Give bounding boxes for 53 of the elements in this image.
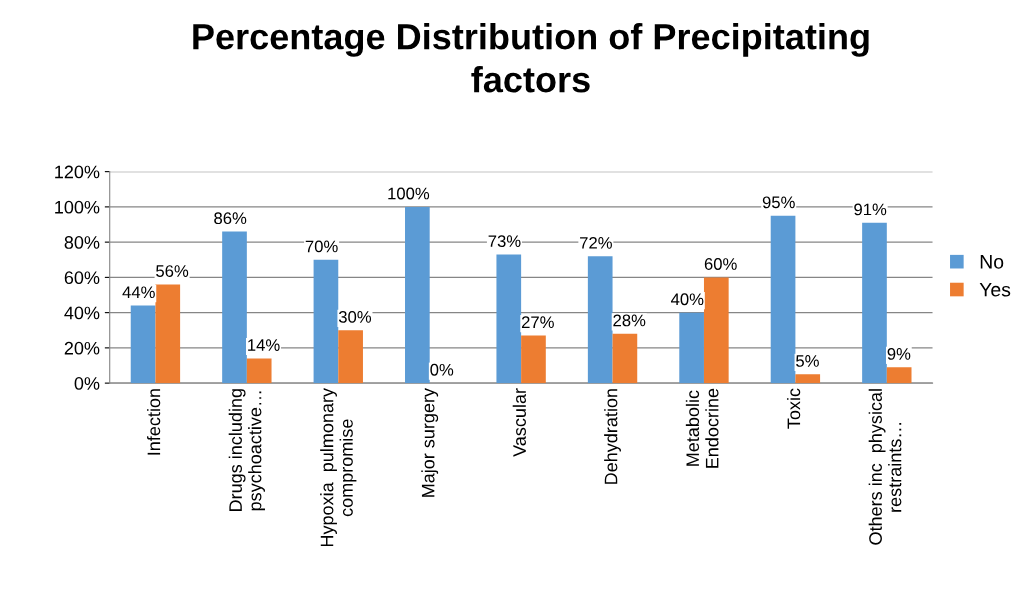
bar — [222, 231, 247, 384]
x-tick-label: Infection — [147, 389, 161, 455]
data-label: 91% — [854, 203, 887, 216]
bar — [862, 222, 887, 384]
data-label: 56% — [156, 265, 189, 277]
x-tick-label: Others inc physical restraints… — [868, 389, 902, 545]
bar — [338, 330, 363, 384]
bar — [703, 277, 729, 384]
bar — [770, 215, 796, 384]
bar — [587, 256, 613, 384]
x-tick-label: Major surgery — [421, 388, 439, 497]
data-label: 40% — [671, 293, 704, 306]
data-label: 86% — [214, 212, 247, 225]
y-tick-label: 120% — [55, 165, 100, 179]
chart-title: Percentage Distribution of Precipitating factors — [193, 22, 869, 93]
data-label: 30% — [338, 310, 372, 323]
bar — [405, 206, 430, 384]
bar — [130, 305, 156, 384]
bar — [246, 358, 272, 384]
y-tick-label: 40% — [64, 306, 100, 320]
data-label: 44% — [122, 286, 155, 299]
y-tick-label: 0% — [74, 377, 100, 390]
x-tick-label: Metabolic Endocrine — [685, 388, 719, 468]
bar — [521, 335, 546, 384]
data-label: 70% — [305, 240, 338, 253]
legend-label: Yes — [979, 282, 1011, 297]
x-tick-label: Dehydration — [604, 389, 621, 484]
y-tick-label: 80% — [64, 236, 100, 249]
data-label: 100% — [388, 187, 430, 200]
x-tick-label: Drugs including psychoactive… — [228, 389, 265, 511]
data-label: 73% — [488, 235, 521, 248]
x-tick-label: Toxic — [786, 388, 801, 429]
legend-label: No — [980, 255, 1004, 269]
bar — [886, 367, 912, 384]
bar — [496, 254, 522, 384]
data-label: 0% — [430, 363, 454, 376]
y-tick-label: 60% — [64, 271, 100, 285]
data-label: 27% — [521, 316, 554, 329]
data-label: 9% — [887, 348, 911, 360]
data-label: 28% — [613, 314, 646, 327]
bar — [679, 312, 704, 384]
bar — [795, 374, 821, 384]
bar — [155, 284, 181, 384]
bar — [313, 259, 339, 384]
y-tick-label: 100% — [55, 200, 100, 214]
data-label: 5% — [796, 355, 819, 367]
data-label: 72% — [580, 236, 612, 249]
data-label: 95% — [762, 196, 795, 209]
x-tick-label: Vascular — [512, 388, 526, 457]
data-label: 60% — [704, 258, 737, 270]
data-label: 14% — [248, 339, 280, 351]
x-tick-label: Hypoxia pulmonary compromise — [320, 388, 357, 547]
y-tick-label: 20% — [64, 341, 100, 355]
